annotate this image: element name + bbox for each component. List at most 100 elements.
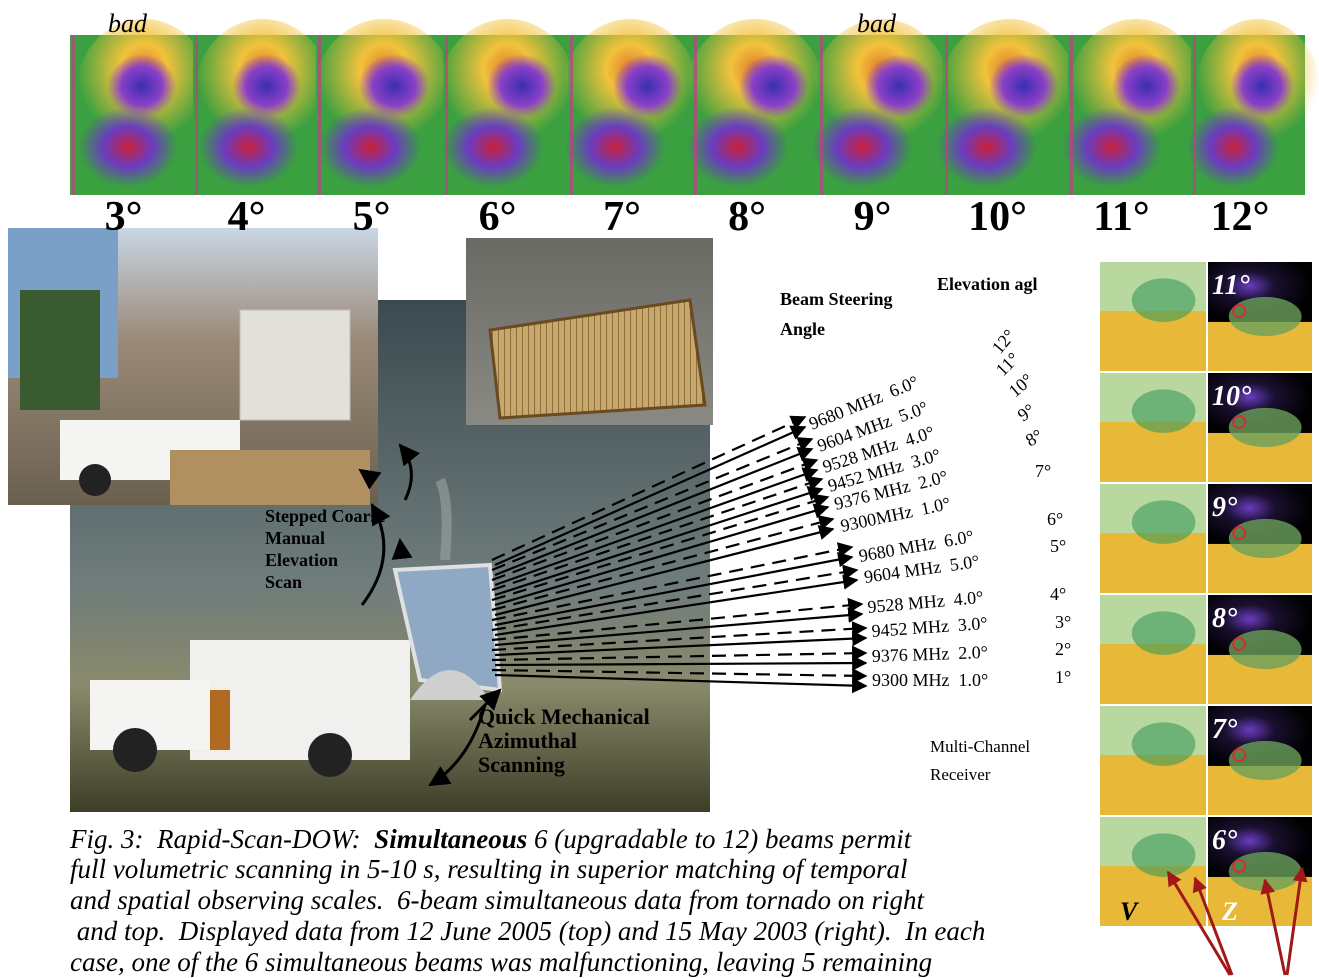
tile-edge (195, 35, 198, 195)
scan-label: Manual (265, 528, 325, 548)
header: Elevation agl (937, 274, 1038, 294)
beam-line (494, 425, 807, 567)
radar-tile (1100, 484, 1206, 593)
beam-line (491, 437, 814, 572)
tile-blob (1228, 407, 1302, 448)
scan-label: Azimuthal (478, 728, 577, 753)
elevation-label: 2° (1055, 639, 1071, 659)
tile-red (443, 107, 544, 187)
tile-vortex (1232, 526, 1247, 541)
panel-angle: 8° (1212, 603, 1237, 634)
beam-line (491, 668, 868, 684)
angle-label: 7° (603, 194, 641, 240)
tile-blue (864, 54, 935, 119)
tile-blue (107, 54, 177, 119)
tile-blue (1111, 54, 1181, 119)
tile-yel (1100, 422, 1206, 482)
radar-tile (1100, 595, 1206, 704)
header: Beam Steering (780, 289, 892, 309)
tile-edge (1070, 35, 1073, 195)
tile-blob (1228, 518, 1302, 559)
tile-vortex (1232, 748, 1247, 763)
beam-label: 9300 MHz 1.0° (872, 670, 988, 690)
beam-line (494, 655, 868, 671)
receiver-label: Multi-Channel (930, 737, 1030, 756)
tile-blob (1228, 296, 1302, 337)
panel-angle: 9° (1212, 492, 1237, 523)
tile-edge (318, 35, 321, 195)
radar-tile (1208, 373, 1312, 482)
truck-photo (8, 228, 378, 505)
angle-label: 10° (968, 194, 1027, 240)
header: Angle (780, 319, 825, 339)
radar-tile (1187, 19, 1319, 195)
tile-red (78, 107, 178, 187)
tile-edge (820, 35, 823, 195)
radar-tile (1208, 262, 1312, 371)
tile-blob (1131, 833, 1196, 877)
tile-edge (694, 35, 697, 195)
beam-line (491, 645, 868, 662)
red-arrows (1166, 866, 1308, 976)
tile-blue (612, 54, 683, 119)
tile-blue (988, 54, 1059, 119)
beam-line (491, 457, 819, 582)
elevation-label: 9° (1014, 400, 1039, 426)
tile-red (1062, 107, 1162, 187)
tile-vortex (1232, 637, 1247, 652)
angle-label: 5° (353, 194, 391, 240)
beam-line (491, 493, 830, 602)
tile-yel (1100, 533, 1206, 593)
tile-blue (232, 54, 302, 119)
beam-line (491, 564, 859, 632)
caption-line: case, one of the 6 simultaneous beams wa… (70, 947, 932, 977)
tile-red (936, 107, 1037, 187)
tile-yel (1100, 311, 1206, 371)
beam-line (494, 574, 859, 637)
scan-label: Quick Mechanical (478, 704, 650, 729)
tile-blob (1131, 722, 1196, 766)
caption-line: Fig. 3: Rapid-Scan-DOW: Simultaneous 6 (… (69, 824, 913, 854)
caption-line: and spatial observing scales. 6-beam sim… (70, 885, 925, 915)
tile-blue (486, 54, 557, 119)
radar-tile (193, 19, 331, 195)
bad-label: bad (108, 9, 148, 38)
beam-line (494, 467, 819, 587)
angle-label: 8° (728, 194, 766, 240)
radar-tile (1100, 706, 1206, 815)
tile-red (565, 107, 665, 187)
tile-blue (358, 54, 430, 119)
beam-line (491, 542, 854, 622)
scan-label: Elevation (265, 550, 338, 570)
tile-blob (1131, 389, 1196, 433)
radar-tile (812, 19, 951, 195)
tile-red (812, 107, 913, 187)
tile-yel (1100, 866, 1206, 926)
beam-line (494, 446, 814, 577)
beam-label: 9528 MHz 4.0° (867, 587, 985, 617)
tile-yel (1100, 755, 1206, 815)
tile-blob (1228, 629, 1302, 670)
angle-label: 12° (1211, 194, 1270, 240)
bad-label: bad (857, 9, 897, 38)
elevation-label: 8° (1022, 425, 1046, 450)
angle-label: 3° (105, 194, 143, 240)
panel-angle: 7° (1212, 714, 1237, 745)
radar-tile (1208, 484, 1312, 593)
radar-tile (1208, 706, 1312, 815)
tile-blob (1228, 740, 1302, 781)
scan-label: Stepped Coarse (265, 506, 386, 526)
beam-line (494, 485, 824, 597)
radar-tile (936, 19, 1078, 195)
tile-blob (1228, 851, 1302, 892)
tile-edge (945, 35, 948, 195)
angle-label: 6° (479, 194, 517, 240)
beam-line (494, 552, 854, 627)
radar-tile (685, 19, 825, 195)
tile-edge (72, 35, 75, 195)
beam-line (491, 597, 864, 642)
tile-red (687, 107, 789, 187)
tile-red (1187, 107, 1279, 187)
